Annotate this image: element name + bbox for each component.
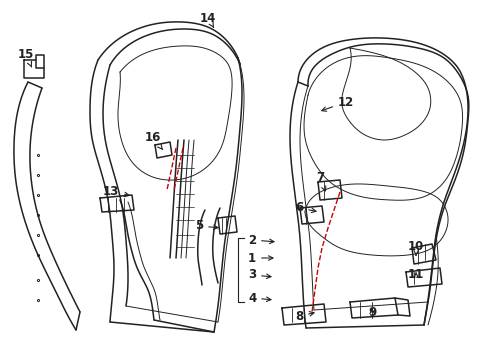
Text: 8: 8 xyxy=(294,310,313,323)
Text: 7: 7 xyxy=(315,171,325,191)
Text: 12: 12 xyxy=(321,95,353,111)
Text: 6: 6 xyxy=(294,202,315,215)
Text: 2: 2 xyxy=(247,234,273,247)
Text: 16: 16 xyxy=(144,131,162,149)
Text: 9: 9 xyxy=(367,306,375,319)
Text: 1: 1 xyxy=(247,252,272,265)
Text: 11: 11 xyxy=(407,269,424,282)
Text: 13: 13 xyxy=(103,185,129,198)
Text: 5: 5 xyxy=(195,220,218,233)
Text: 15: 15 xyxy=(18,49,34,67)
Text: 10: 10 xyxy=(407,239,424,255)
Text: 14: 14 xyxy=(200,12,216,27)
Text: 4: 4 xyxy=(247,292,270,305)
Text: 3: 3 xyxy=(247,269,270,282)
